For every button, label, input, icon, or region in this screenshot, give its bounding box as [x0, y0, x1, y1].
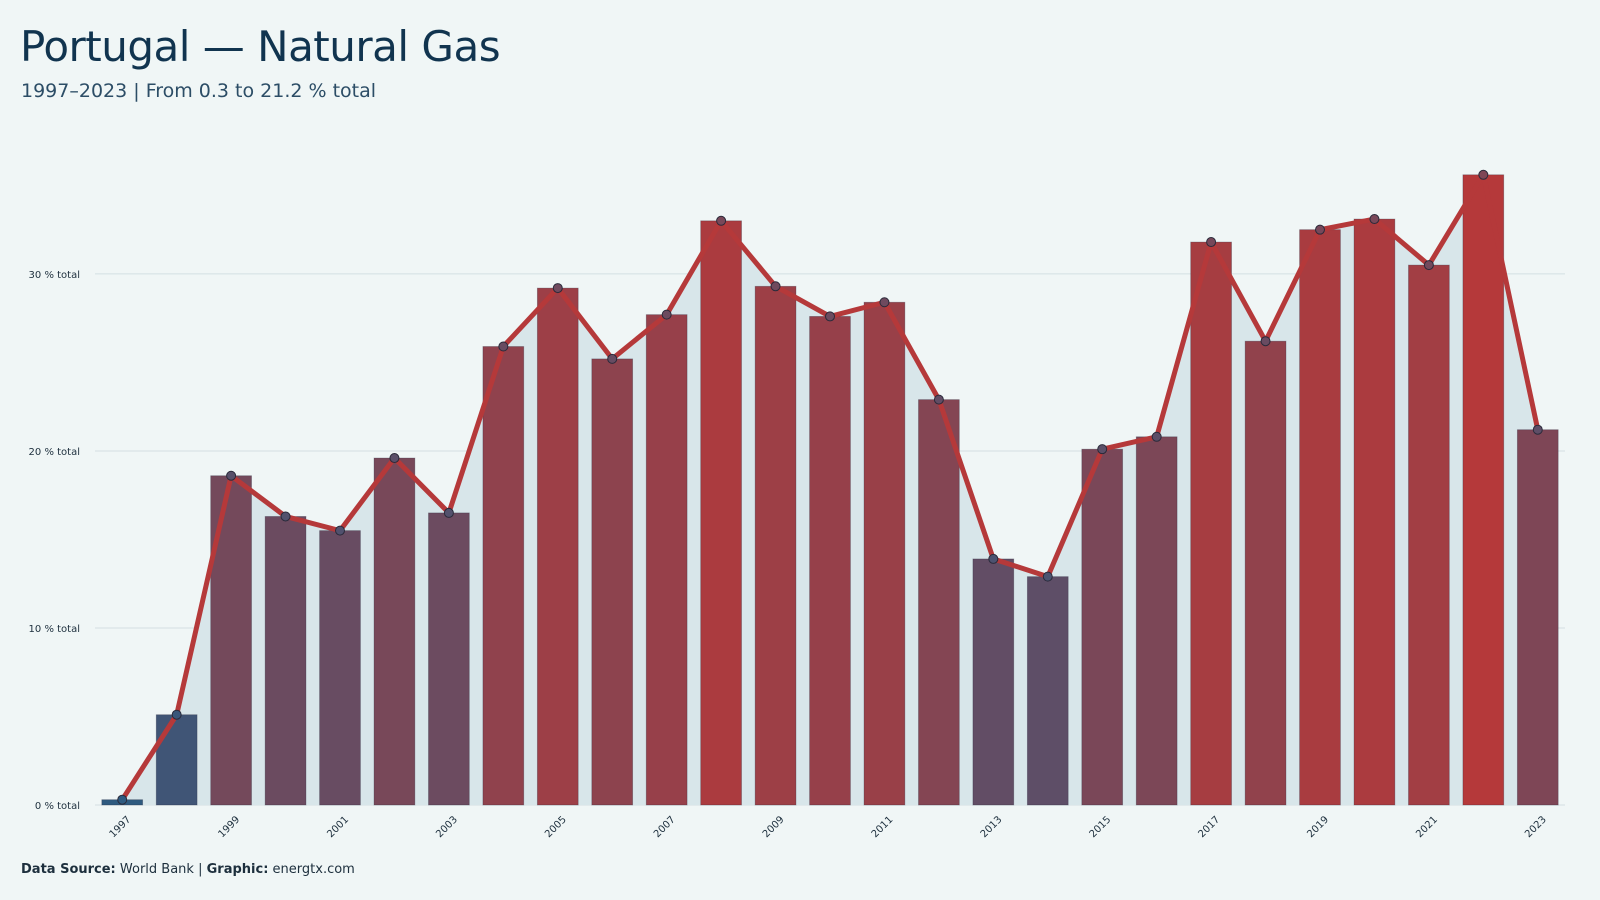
source-value: World Bank	[119, 862, 194, 877]
bar-2002	[373, 457, 416, 806]
x-tick-label: 1999	[216, 814, 242, 840]
point-2022	[1478, 169, 1489, 180]
y-tick-label: 30 % total	[29, 270, 80, 281]
point-1999	[226, 470, 237, 481]
point-2017	[1206, 237, 1217, 248]
y-tick-label: 10 % total	[29, 624, 80, 635]
point-2014	[1042, 571, 1053, 582]
y-axis: 0 % total 10 % total 20 % total 30 % total	[29, 270, 80, 812]
point-2023	[1532, 424, 1543, 435]
x-tick-label: 2005	[543, 814, 569, 840]
points	[117, 169, 1543, 805]
bar-2022	[1462, 174, 1505, 806]
point-2004	[498, 341, 509, 352]
point-2001	[335, 525, 345, 536]
x-tick-label: 2021	[1414, 814, 1440, 840]
point-2005	[552, 283, 563, 294]
bar-2019	[1299, 229, 1341, 806]
bar-2003	[428, 512, 470, 806]
bar-2014	[1026, 576, 1069, 806]
bar-2005	[536, 287, 579, 806]
bar-2013	[972, 558, 1015, 806]
chart-subtitle: 1997–2023 | From 0.3 to 21.2 % total	[21, 80, 377, 102]
point-1997	[117, 794, 128, 805]
y-tick-label: 0 % total	[35, 801, 80, 812]
bar-2009	[754, 285, 797, 806]
x-tick-label: 2019	[1305, 814, 1331, 840]
point-2012	[933, 394, 944, 405]
point-2011	[879, 297, 890, 308]
x-axis: 1997 1999 2001 2003 2005 2007 2009 2011 2013 2015…	[108, 814, 1549, 840]
x-tick-label: 2017	[1196, 814, 1222, 840]
x-tick-label: 2001	[325, 814, 351, 840]
point-2006	[607, 353, 618, 364]
point-2015	[1097, 444, 1108, 455]
point-2007	[661, 309, 672, 320]
bar-2012	[918, 399, 960, 806]
point-2000	[280, 511, 291, 522]
bar-2021	[1408, 264, 1450, 806]
bar-2020	[1353, 218, 1396, 806]
bar-2010	[809, 316, 851, 806]
bar-2000	[264, 516, 307, 806]
bar-2015	[1081, 448, 1124, 806]
point-2018	[1260, 336, 1271, 347]
bar-2023	[1516, 429, 1559, 806]
bar-2011	[863, 301, 906, 806]
bar-2006	[591, 358, 634, 806]
x-tick-label: 2009	[761, 814, 787, 840]
bar-2007	[645, 314, 688, 806]
bar-2018	[1244, 340, 1287, 806]
bar-1998	[155, 714, 198, 806]
bar-2001	[319, 530, 361, 806]
point-2020	[1369, 214, 1380, 225]
point-2009	[770, 281, 781, 292]
point-2003	[443, 507, 454, 518]
x-tick-label: 2003	[434, 814, 460, 840]
x-tick-label: 2007	[652, 814, 678, 840]
point-2002	[389, 453, 400, 464]
bar-1999	[210, 475, 252, 806]
bar-2017	[1190, 241, 1232, 806]
bar-2004	[482, 346, 525, 806]
graphic-label: Graphic:	[206, 862, 269, 877]
bar-2016	[1135, 436, 1178, 806]
x-tick-label: 2023	[1523, 814, 1549, 840]
bar-2008	[700, 220, 742, 806]
footer: Data Source: World Bank | Graphic: energ…	[21, 862, 355, 877]
y-tick-label: 20 % total	[29, 447, 80, 458]
x-tick-label: 2015	[1088, 814, 1114, 840]
point-2019	[1315, 224, 1325, 235]
chart-title: Portugal — Natural Gas	[20, 22, 501, 71]
x-tick-label: 1997	[108, 814, 134, 840]
x-tick-label: 2013	[979, 814, 1005, 840]
bars	[101, 174, 1559, 806]
x-tick-label: 2011	[870, 814, 896, 840]
point-2008	[716, 215, 727, 226]
point-2010	[825, 311, 835, 322]
point-2016	[1151, 431, 1162, 442]
source-label: Data Source:	[21, 862, 116, 877]
point-2013	[988, 553, 999, 564]
point-2021	[1423, 260, 1434, 271]
point-1998	[171, 709, 182, 720]
footer-separator: |	[198, 862, 203, 877]
graphic-value: energtx.com	[272, 862, 355, 877]
